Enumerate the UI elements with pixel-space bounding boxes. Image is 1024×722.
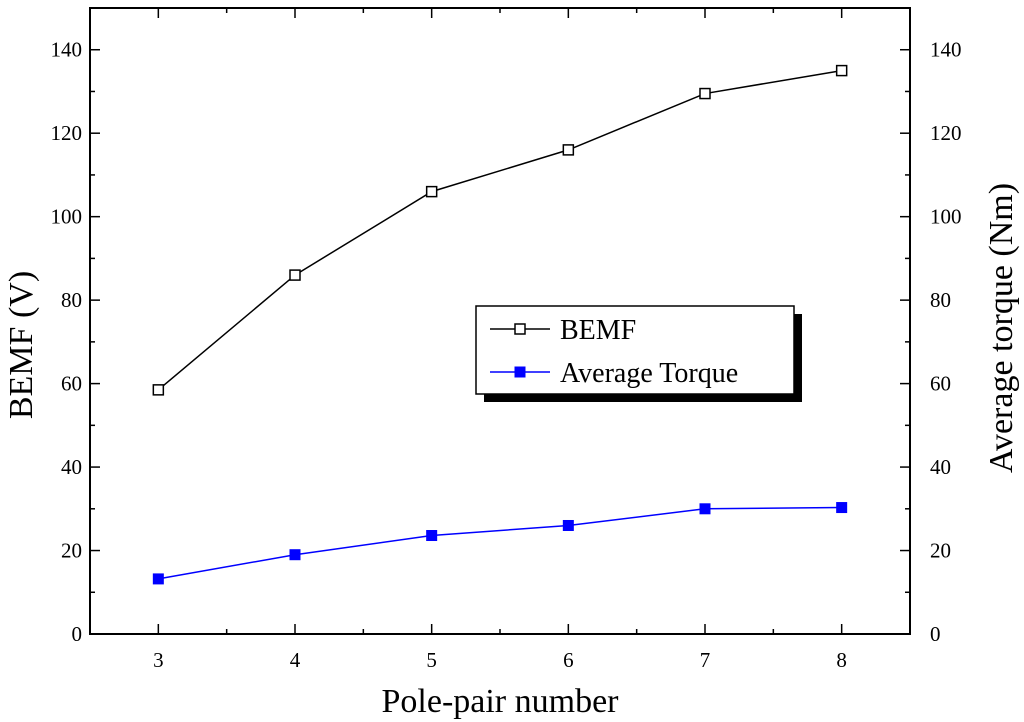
- data-point-average-torque: [562, 519, 574, 531]
- y2-tick-label: 60: [930, 372, 951, 396]
- x-tick-label: 4: [290, 648, 301, 672]
- y-tick-label: 0: [72, 622, 83, 646]
- legend-label-torque: Average Torque: [560, 358, 738, 389]
- legend-label-bemf: BEMF: [560, 315, 636, 346]
- data-point-average-torque: [289, 549, 301, 561]
- y-tick-label: 140: [51, 38, 83, 62]
- x-tick-label: 6: [563, 648, 574, 672]
- data-point-average-torque: [152, 573, 164, 585]
- data-point-bemf: [152, 384, 165, 396]
- legend-marker-bemf: [514, 323, 526, 335]
- y-tick-label: 100: [51, 205, 83, 229]
- plot-frame: [89, 7, 911, 635]
- y2-tick-label: 100: [930, 205, 962, 229]
- data-point-bemf: [562, 144, 575, 156]
- y2-tick-label: 20: [930, 539, 951, 563]
- y2-tick-label: 0: [930, 622, 941, 646]
- x-tick-label: 8: [836, 648, 847, 672]
- y2-tick-label: 80: [930, 288, 951, 312]
- x-axis-ticks: 3 4 5 6 7 8: [153, 8, 847, 672]
- data-point-bemf: [835, 64, 848, 77]
- series-layer: [152, 64, 848, 585]
- y-axis-ticks: 0 20 40 60 80 100 120 140: [51, 38, 100, 646]
- data-point-bemf: [699, 87, 711, 100]
- x-tick-label: 5: [426, 648, 437, 672]
- y-axis-title: BEMF (V): [3, 271, 40, 419]
- legend: BEMF Average Torque: [475, 305, 802, 402]
- y-tick-label: 60: [61, 372, 82, 396]
- legend-marker-torque: [514, 366, 526, 378]
- y-tick-label: 80: [61, 288, 82, 312]
- data-point-bemf: [425, 185, 438, 198]
- y-tick-label: 20: [61, 539, 82, 563]
- data-point-average-torque: [699, 503, 711, 515]
- y2-axis-title: Average torque (Nm): [983, 183, 1020, 473]
- x-axis-title: Pole-pair number: [382, 683, 620, 720]
- y2-axis-ticks: 0 20 40 60 80 100 120 140: [900, 38, 962, 646]
- series-line-bemf: [157, 69, 842, 391]
- y2-tick-label: 120: [930, 121, 962, 145]
- y-tick-label: 40: [61, 455, 82, 479]
- y-tick-label: 120: [51, 121, 83, 145]
- data-point-average-torque: [836, 502, 848, 514]
- y2-tick-label: 40: [930, 455, 951, 479]
- legend-box: [475, 305, 795, 395]
- x-tick-label: 3: [153, 648, 164, 672]
- data-point-bemf: [289, 269, 301, 281]
- data-point-average-torque: [426, 530, 438, 542]
- series-line-average-torque: [158, 506, 842, 580]
- x-tick-label: 7: [700, 648, 711, 672]
- y2-tick-label: 140: [930, 38, 962, 62]
